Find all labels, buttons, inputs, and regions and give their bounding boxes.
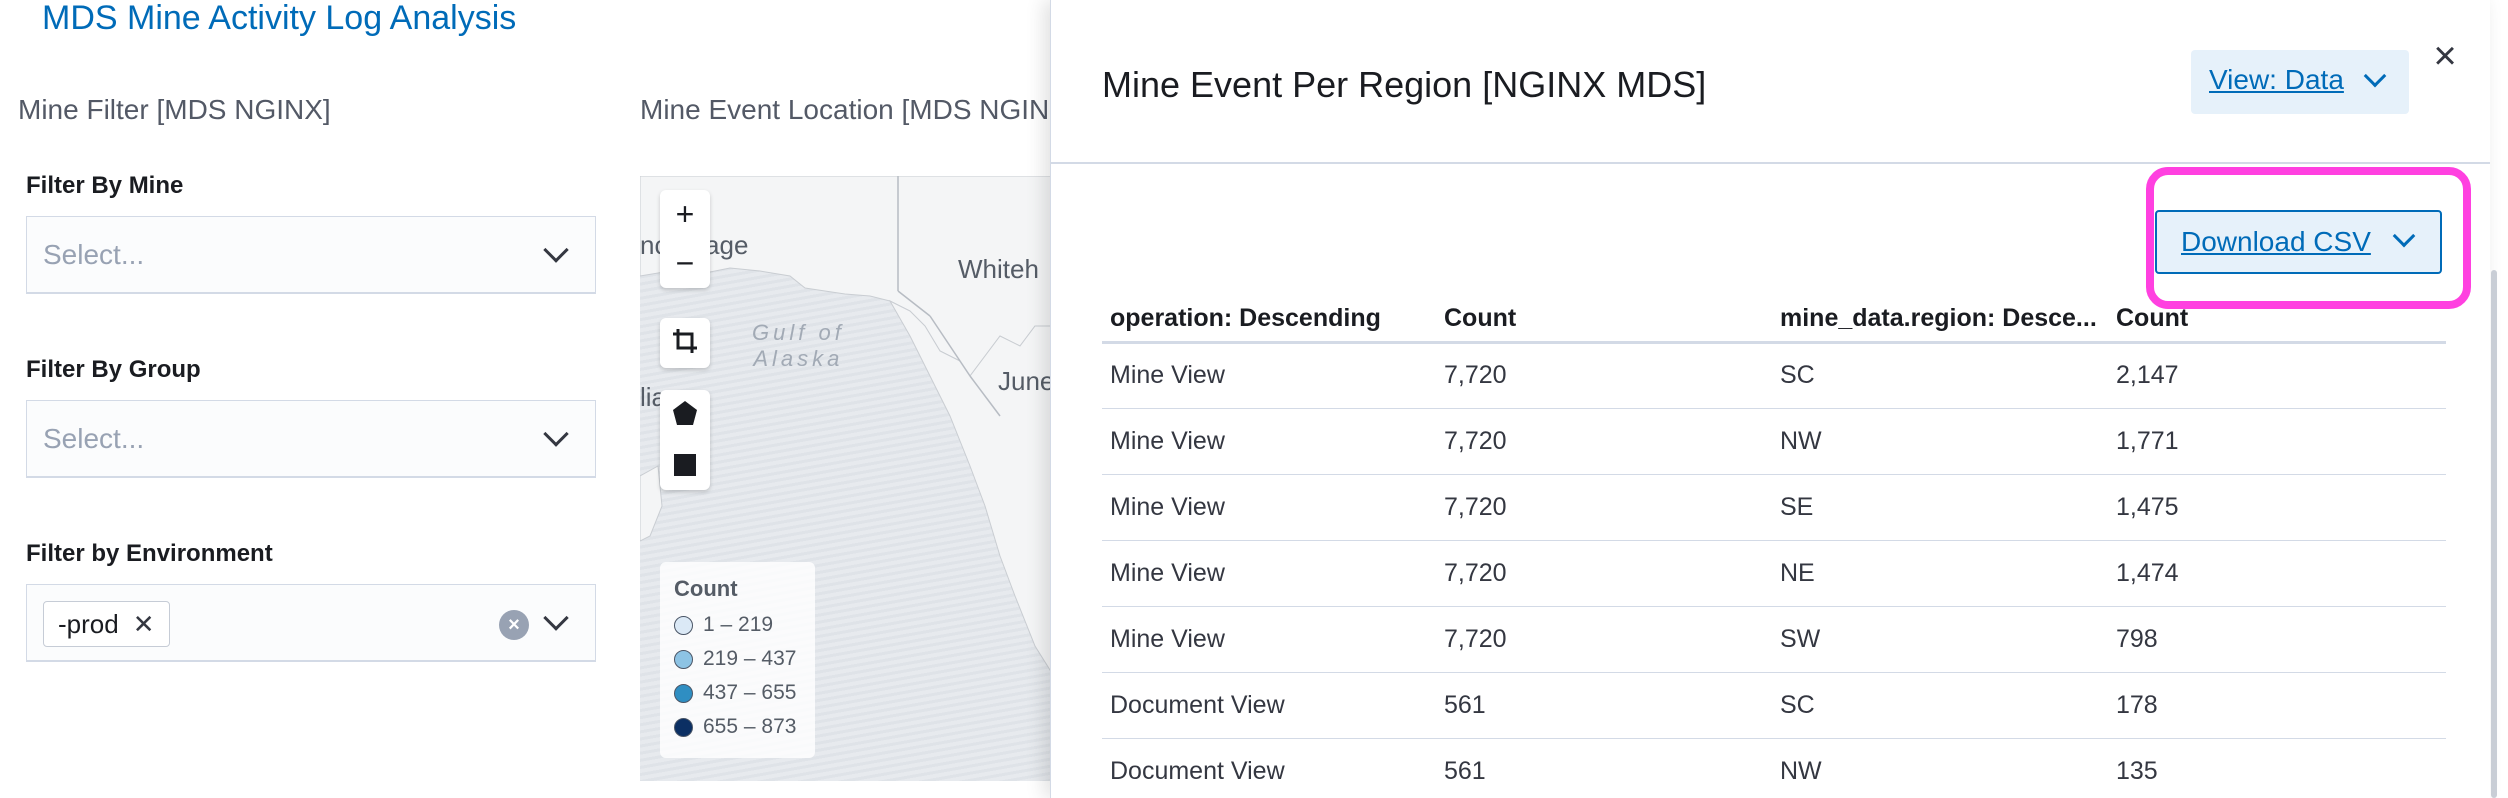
cell-operation: Document View [1102,738,1436,798]
map-legend: Count 1 – 219 219 – 437 437 – 655 655 – … [660,562,815,758]
flyout-title: Mine Event Per Region [NGINX MDS] [1102,64,1707,105]
column-header-region-count[interactable]: Count [2108,296,2446,344]
table-row: Mine View 7,720 NE 1,474 [1102,540,2446,607]
legend-item: 655 – 873 [674,710,801,744]
cell-operation: Document View [1102,672,1436,739]
chevron-down-icon [543,605,569,631]
cell-operation: Mine View [1102,408,1436,475]
cell-count: 7,720 [1436,540,1772,607]
cell-operation: Mine View [1102,606,1436,673]
flyout-header: Mine Event Per Region [NGINX MDS] View: … [1051,0,2490,164]
zoom-in-button[interactable]: + [675,196,695,232]
table-row: Mine View 7,720 SE 1,475 [1102,474,2446,541]
legend-swatch-2 [674,683,693,703]
legend-swatch-0 [674,615,693,635]
column-header-count[interactable]: Count [1436,296,1772,344]
cell-operation: Mine View [1102,540,1436,607]
legend-item: 437 – 655 [674,676,801,710]
filter-by-mine-placeholder: Select... [43,239,145,270]
filter-by-group-select[interactable]: Select... [26,400,596,478]
table-row: Document View 561 SC 178 [1102,672,2446,739]
legend-swatch-3 [674,717,693,737]
close-icon[interactable]: × [2433,34,2457,78]
fit-bounds-button[interactable] [660,318,710,368]
bounds-draw-icon[interactable] [674,447,696,484]
legend-swatch-1 [674,649,693,669]
legend-item: 1 – 219 [674,608,801,642]
cell-count: 561 [1436,672,1772,739]
cell-region: SW [1772,606,2108,673]
legend-item: 219 – 437 [674,642,801,676]
cell-region-count: 1,474 [2108,540,2446,607]
download-csv-button[interactable]: Download CSV [2155,210,2442,274]
cell-region: SE [1772,474,2108,541]
table-header-row: operation: Descending Count mine_data.re… [1102,296,2446,344]
chevron-down-icon [543,237,569,263]
flyout-scrollbar[interactable] [2491,270,2497,798]
zoom-controls: + − [660,190,710,288]
selected-environment-label: -prod [58,608,119,639]
table-row: Mine View 7,720 SW 798 [1102,606,2446,673]
polygon-draw-icon[interactable] [672,397,698,434]
cell-region: NW [1772,408,2108,475]
table-row: Mine View 7,720 NW 1,771 [1102,408,2446,475]
filter-by-environment-select[interactable]: -prod ✕ × [26,584,596,662]
cell-region-count: 798 [2108,606,2446,673]
filter-panel-title: Mine Filter [MDS NGINX] [18,94,331,125]
draw-tools [660,390,710,490]
inspector-flyout: Mine Event Per Region [NGINX MDS] View: … [1050,0,2497,798]
cell-region-count: 2,147 [2108,342,2446,409]
filter-by-mine-select[interactable]: Select... [26,216,596,294]
cell-count: 7,720 [1436,474,1772,541]
cell-count: 7,720 [1436,408,1772,475]
cell-region-count: 178 [2108,672,2446,739]
dashboard-title: MDS Mine Activity Log Analysis [42,0,517,37]
cell-operation: Mine View [1102,474,1436,541]
cell-region-count: 135 [2108,738,2446,798]
crop-icon [672,325,698,362]
column-header-region[interactable]: mine_data.region: Desce... [1772,296,2108,344]
chevron-down-icon [2363,64,2387,88]
cell-region: SC [1772,672,2108,739]
table-row: Mine View 7,720 SC 2,147 [1102,342,2446,409]
cell-count: 561 [1436,738,1772,798]
column-header-operation[interactable]: operation: Descending [1102,296,1436,344]
filter-by-mine-label: Filter By Mine [26,172,184,199]
cell-region: SC [1772,342,2108,409]
selected-environment-pill: -prod ✕ [43,601,170,647]
cell-count: 7,720 [1436,342,1772,409]
chevron-down-icon [2392,224,2416,248]
cell-region: NE [1772,540,2108,607]
filter-by-environment-label: Filter by Environment [26,540,273,567]
clear-icon[interactable]: × [499,610,529,640]
filter-by-group-placeholder: Select... [43,423,145,454]
cell-region-count: 1,771 [2108,408,2446,475]
cell-count: 7,720 [1436,606,1772,673]
map-land-shape [640,176,1060,687]
view-mode-label: View: Data [2209,64,2344,95]
zoom-out-button[interactable]: − [675,245,695,281]
view-mode-button[interactable]: View: Data [2191,50,2409,114]
chevron-down-icon [543,421,569,447]
download-csv-label: Download CSV [2181,226,2371,257]
map-label-gulf: Gulf of Alaska [752,320,845,371]
remove-pill-icon[interactable]: ✕ [132,608,155,639]
filter-by-group-label: Filter By Group [26,356,201,383]
table-row: Document View 561 NW 135 [1102,738,2446,798]
cell-operation: Mine View [1102,342,1436,409]
cell-region-count: 1,475 [2108,474,2446,541]
map-view[interactable]: nchorage Whiteh June lia Gulf of Alaska … [640,176,1060,781]
map-label-whitehorse: Whiteh [958,254,1039,284]
cell-region: NW [1772,738,2108,798]
map-panel-title: Mine Event Location [MDS NGIN [640,94,1050,125]
data-table: operation: Descending Count mine_data.re… [1102,296,2446,798]
map-label-juneau: June [998,366,1055,396]
legend-title: Count [674,576,738,601]
